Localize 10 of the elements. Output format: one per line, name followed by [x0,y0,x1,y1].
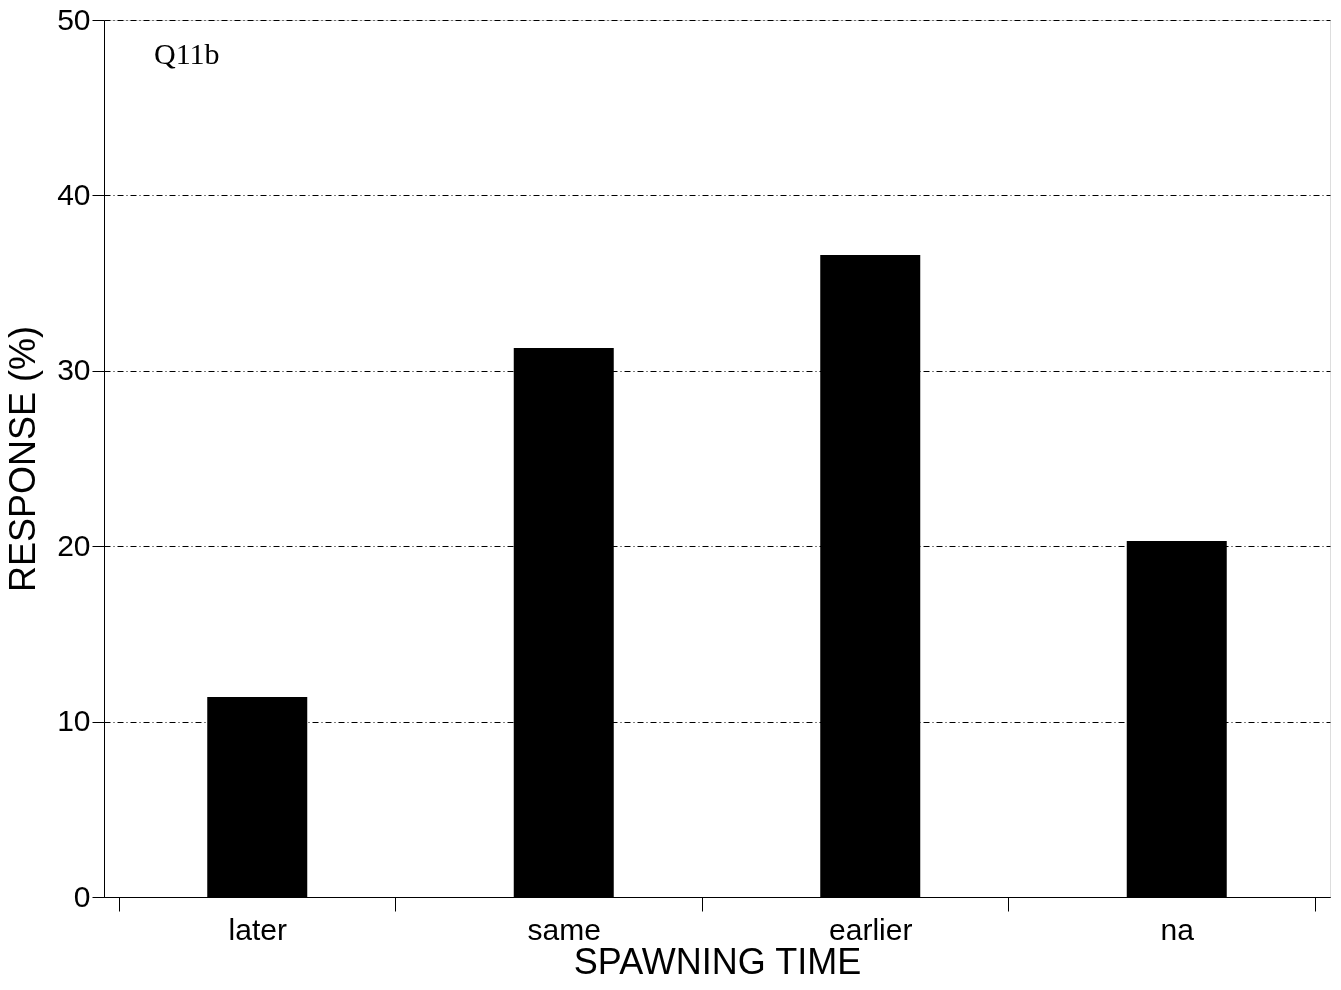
x-tick-label: later [228,912,287,946]
y-tick-label: 0 [73,879,91,913]
annotation: Q11b [154,37,220,70]
y-tick-label: 50 [57,2,91,36]
y-tick-label: 40 [57,177,91,211]
y-tick-label: 30 [57,353,91,387]
y-tick-label: 10 [57,704,91,738]
y-tick-label: 20 [57,528,91,562]
y-axis-title: RESPONSE (%) [2,325,44,593]
x-tick-label: na [1160,912,1195,946]
